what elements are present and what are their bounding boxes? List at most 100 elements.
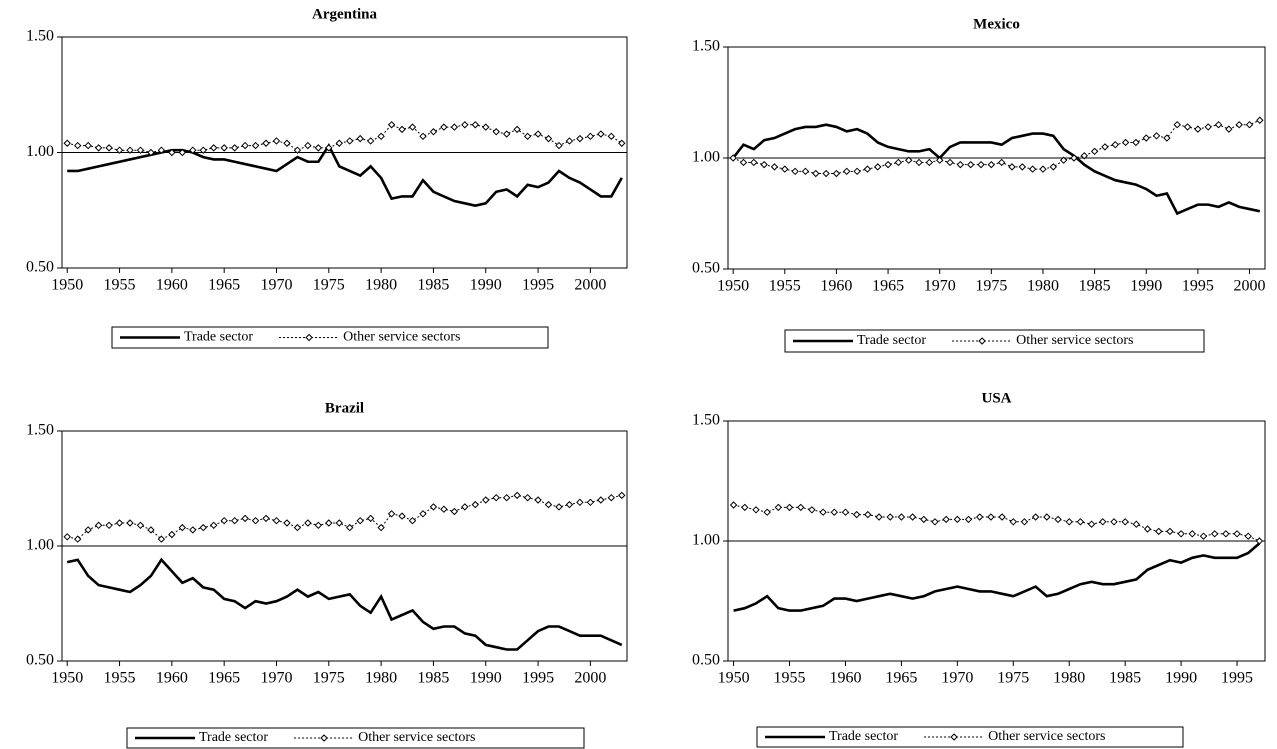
x-tick-label: 1985 (417, 670, 449, 687)
data-point (450, 507, 459, 516)
data-point (408, 516, 417, 525)
data-point (419, 132, 427, 141)
y-tick-label: 1.00 (692, 532, 720, 549)
data-point (314, 144, 323, 152)
legend-box (111, 326, 549, 349)
y-tick-label: 1.00 (692, 149, 720, 166)
data-point (1163, 134, 1171, 142)
data-point (513, 125, 521, 134)
data-point (752, 506, 760, 514)
data-point (1256, 116, 1264, 124)
data-point (781, 165, 789, 173)
y-tick-label: 0.50 (26, 259, 54, 276)
data-point (808, 506, 816, 514)
data-point (1199, 532, 1208, 540)
data-point (251, 516, 260, 525)
data-point (157, 146, 166, 154)
y-tick-label: 1.00 (26, 143, 54, 160)
data-point (304, 141, 312, 150)
data-point (115, 519, 124, 527)
data-point (1132, 520, 1141, 528)
legend-marker (305, 333, 313, 342)
x-tick-label: 1985 (1109, 670, 1141, 687)
data-point (1235, 120, 1243, 129)
data-point (429, 128, 438, 136)
data-point (1204, 123, 1212, 131)
data-point (555, 503, 563, 511)
data-point (1188, 530, 1196, 538)
data-point (178, 523, 187, 532)
x-tick-label: 1995 (1182, 278, 1214, 295)
data-point (915, 158, 923, 167)
data-point (1173, 120, 1181, 129)
data-point (1155, 527, 1163, 536)
data-point (1076, 518, 1085, 526)
data-point (565, 500, 574, 509)
x-tick-label: 1970 (260, 277, 292, 294)
data-point (1049, 163, 1058, 171)
x-tick-label: 1970 (941, 670, 973, 687)
legend-box (784, 329, 1205, 353)
x-tick-label: 2000 (1234, 278, 1266, 295)
data-point (408, 123, 417, 131)
data-point (94, 521, 103, 530)
data-point (1142, 134, 1150, 142)
data-point (822, 169, 830, 178)
panel: Mexico 0.50 1.00 1.50 1950 1955 1960 1965 1970 19… (692, 16, 1266, 353)
data-point (946, 158, 954, 167)
data-point (997, 158, 1006, 167)
data-point (774, 503, 783, 512)
data-point (1111, 140, 1119, 149)
y-tick-label: 1.50 (26, 28, 54, 45)
data-point (147, 148, 155, 157)
data-point (513, 491, 521, 500)
legend: Trade sector Other service sectors (756, 726, 1184, 748)
legend: Trade sector Other service sectors (784, 329, 1205, 353)
data-point (230, 516, 239, 525)
data-point (84, 141, 92, 150)
x-tick-label: 1990 (1165, 670, 1197, 687)
data-point (241, 514, 249, 523)
x-tick-label: 2000 (574, 277, 606, 294)
data-point (94, 144, 103, 152)
data-point (63, 139, 71, 147)
x-tick-label: 1985 (1079, 278, 1111, 295)
x-tick-label: 1955 (769, 278, 801, 295)
data-point (1054, 515, 1062, 524)
data-point (1222, 530, 1230, 538)
data-point (1152, 132, 1161, 140)
data-point (178, 148, 187, 157)
data-point (1121, 138, 1130, 147)
data-point (908, 513, 917, 521)
x-tick-label: 1975 (975, 278, 1007, 295)
data-point (440, 123, 448, 131)
data-point (1039, 165, 1047, 173)
data-point (366, 137, 375, 145)
data-point (272, 516, 281, 525)
x-tick-label: 1950 (718, 670, 750, 687)
data-point (920, 515, 928, 524)
x-tick-label: 1965 (885, 670, 917, 687)
data-point (925, 158, 934, 167)
data-point (1244, 532, 1252, 540)
legend-label: Other service sectors (988, 729, 1105, 744)
data-point (1233, 530, 1241, 538)
data-point (168, 148, 176, 157)
data-point (1043, 513, 1051, 521)
data-point (763, 508, 771, 516)
x-tick-label: 1985 (417, 277, 449, 294)
x-tick-label: 1950 (717, 278, 749, 295)
data-point (597, 130, 605, 138)
data-point (272, 137, 281, 145)
chart-title: Mexico (973, 16, 1020, 32)
data-point (987, 160, 996, 169)
data-point (607, 132, 616, 141)
data-point (502, 493, 511, 502)
data-point (976, 513, 984, 521)
x-tick-label: 1995 (522, 277, 554, 294)
chart-title: Argentina (312, 6, 377, 22)
data-point (953, 515, 962, 524)
data-point (115, 146, 124, 154)
data-point (607, 493, 616, 502)
